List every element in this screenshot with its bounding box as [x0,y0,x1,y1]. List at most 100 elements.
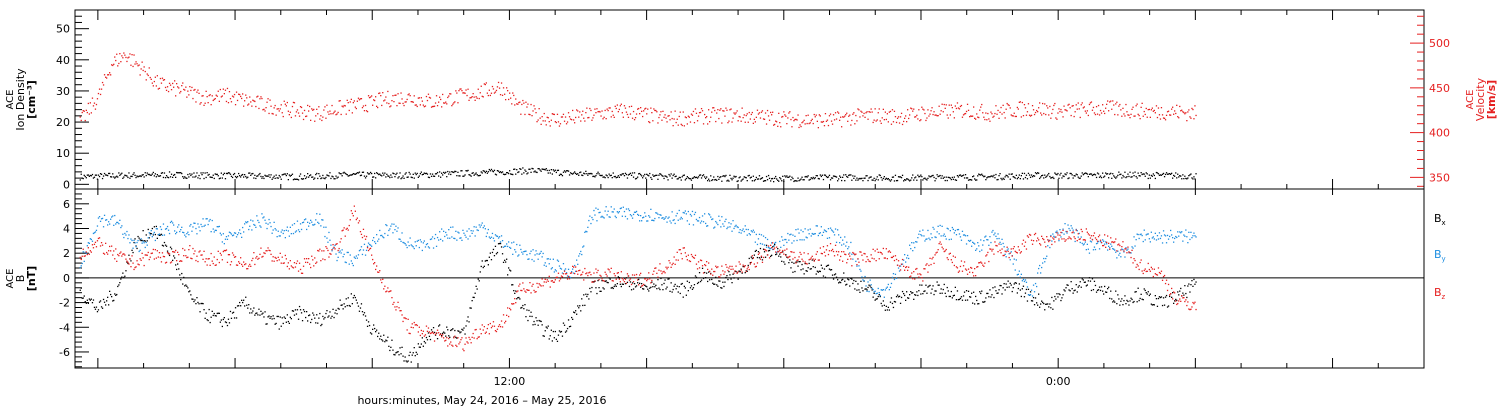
top-panel-velocity-point [126,60,128,63]
bottom-panel-bz-point [216,258,218,261]
top-panel-ion-density-point [489,170,491,172]
top-panel-ion-density-point [912,174,914,176]
top-panel-ion-density-point [936,174,938,176]
top-panel-velocity-point [345,113,347,115]
top-panel-ion-density-point [516,169,518,171]
bottom-panel-by-point [954,229,956,232]
bottom-panel-by-point [793,240,795,242]
top-panel-ion-density-point [1141,173,1143,176]
bottom-panel-by-point [1135,239,1137,241]
top-panel-ion-density-point [722,175,724,177]
top-panel-velocity-point [908,117,910,120]
bottom-panel-by-point [674,222,676,225]
bottom-panel-bz-point [524,290,526,292]
top-panel-velocity-point [715,120,717,123]
top-panel-ion-density-point [463,175,465,177]
top-panel-ion-density-point [644,173,646,176]
top-panel-velocity-point [849,114,851,116]
top-panel-velocity-point [1061,111,1063,113]
bottom-panel-by-point [661,217,663,219]
bottom-panel-bz-point [306,258,308,260]
top-panel-velocity-point [218,100,220,102]
top-panel-ion-density-point [1155,171,1158,174]
bottom-panel-bx-point [479,271,481,273]
bottom-panel-by-point [754,241,756,243]
top-panel-velocity-point [582,110,584,112]
top-panel-velocity-point [309,105,311,108]
top-panel-velocity-point [135,61,137,63]
bottom-panel-by-point [507,245,509,248]
bottom-panel-by-point [549,258,551,260]
top-panel-velocity-point [465,89,467,91]
bottom-panel-bz-point [177,251,179,253]
top-panel-ion-density-point [470,175,472,177]
top-panel-velocity-point [1065,109,1067,111]
bottom-panel-bx-point [1061,297,1063,299]
bottom-panel-bx-point [1094,284,1097,287]
bottom-panel-bx-point [795,261,797,263]
bottom-panel-bz-point [559,278,562,280]
bottom-panel-bz-point [480,333,482,335]
bottom-panel-bz-point [502,314,505,316]
bottom-panel-bz-point [385,291,387,293]
bottom-panel-by-point [97,217,100,219]
bottom-panel-by-point [1146,233,1148,235]
top-panel-velocity-point [753,118,755,120]
top-panel-ion-density-point [565,170,568,172]
bottom-panel-by-point [780,246,782,248]
bottom-panel-bz-point [397,301,399,303]
top-panel-velocity-point [892,121,895,123]
top-panel-ion-density-point [772,177,774,180]
bottom-panel-by-point [362,249,365,251]
top-panel-ion-density-point [498,171,501,174]
bottom-panel-bx-point [541,324,543,326]
top-panel-ion-density-point [1070,172,1072,175]
bottom-panel-by-point [315,219,317,221]
bottom-panel-by-point [216,226,218,228]
top-panel-velocity-point [518,101,520,104]
bottom-panel-bz-point [327,249,329,252]
top-panel-velocity-point [85,109,87,111]
bottom-panel-bx-point [1107,288,1109,290]
top-panel-ion-density-point [876,176,878,178]
bottom-panel-bx-point [232,311,235,313]
top-panel-ion-density-point [1053,177,1055,180]
top-panel-ion-density-point [259,172,261,175]
bottom-panel-bx-point [267,316,269,318]
top-panel-ion-density-point [1028,174,1031,176]
bottom-panel-by-point [600,216,602,218]
bottom-panel-bx-point [458,330,460,332]
bottom-panel-bx-point [566,327,569,330]
bottom-panel-bx-point [199,311,201,313]
top-panel-velocity-point [430,106,433,108]
bottom-panel-bz-point [518,285,520,287]
top-panel-ion-density-point [725,174,727,177]
bottom-panel-by-point [794,235,796,237]
bottom-panel-bx-point [802,268,804,270]
bottom-panel-by-point [943,233,945,235]
bottom-panel-by-point [511,242,513,244]
bottom-panel-bx-point [360,303,363,305]
top-panel-velocity-point [530,103,532,106]
top-panel-velocity-point [1148,108,1150,111]
bottom-panel-by-point [984,236,986,238]
top-panel-ion-density-point [709,180,711,182]
bottom-panel-bx-point [413,347,415,349]
bottom-panel-by-point [998,237,1000,240]
top-panel-ion-density-point [317,177,319,180]
top-panel-ion-density-point [838,178,840,180]
bottom-panel-by-point [428,247,431,249]
bottom-panel-by-point [740,232,742,234]
top-panel-ion-density-point [291,173,294,175]
top-panel-velocity-point [528,113,530,115]
top-panel-ion-density-point [592,175,594,178]
bottom-panel-by-point [705,222,707,225]
top-panel-velocity-point [342,106,344,108]
top-panel-velocity-point [1022,115,1025,117]
top-panel-velocity-point [1093,112,1096,114]
top-panel-ion-density-point [634,178,637,180]
top-panel-velocity-point [618,108,620,111]
bottom-panel-by-point [919,230,921,232]
bottom-panel-bz-point [269,250,271,252]
top-panel-ion-density-point [1193,176,1195,178]
